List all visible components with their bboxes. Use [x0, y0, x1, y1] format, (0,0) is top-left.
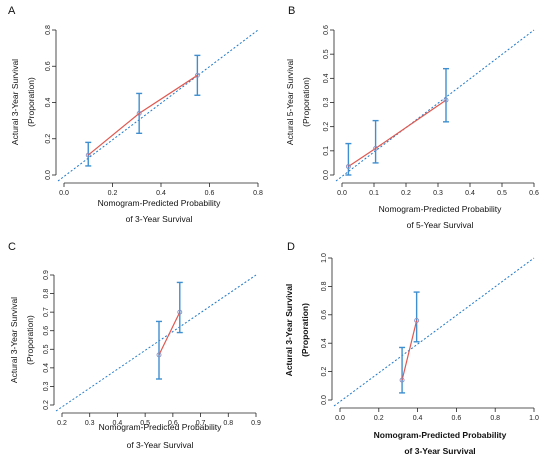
y-tick-label: 0.0	[323, 170, 330, 180]
x-axis-title: Nomogram-Predicted Probability	[99, 422, 223, 432]
y-tick-label: 0.6	[321, 310, 328, 320]
y-tick-label: 0.8	[43, 289, 50, 299]
x-tick-label: 1.0	[529, 415, 539, 422]
y-axis-title: Actural 3-Year Survival	[284, 284, 294, 377]
x-tick-label: 0.1	[369, 190, 379, 197]
data-point	[177, 309, 183, 315]
panel-d: D 0.0 0.2 0.4 0.6 0.8 1.0 0.0 0.2 0.4 0.6 0.8 1.0 Nom…	[284, 241, 539, 456]
y-axis-title: (Proporation)	[301, 77, 311, 127]
calibration-line	[401, 320, 418, 381]
ideal-calibration-line	[335, 29, 535, 182]
y-axis-title: Actural 3-Year Survival	[9, 297, 19, 383]
panel-letter: B	[288, 5, 295, 17]
x-tick-label: 0.6	[168, 420, 178, 427]
y-tick-label: 0.8	[321, 281, 328, 291]
y-tick-label: 0.9	[43, 270, 50, 280]
ideal-calibration-line	[57, 29, 259, 182]
x-tick-label: 0.0	[337, 190, 347, 197]
x-tick-label: 0.9	[251, 420, 261, 427]
y-tick-label: 1.0	[321, 253, 328, 263]
y-tick-label: 0.1	[323, 146, 330, 156]
data-point	[194, 72, 200, 78]
y-tick-label: 0.3	[43, 381, 50, 391]
x-axis-title: Nomogram-Predicted Probability	[374, 430, 507, 440]
x-axis-title: of 3-Year Survival	[127, 440, 194, 450]
ideal-calibration-line	[333, 257, 535, 407]
data-point	[156, 352, 162, 358]
x-tick-label: 0.2	[374, 415, 384, 422]
x-tick-label: 0.4	[413, 415, 423, 422]
y-tick-label: 0.6	[45, 61, 52, 71]
data-point	[414, 318, 420, 323]
y-tick-label: 0.2	[323, 122, 330, 132]
y-tick-label: 0.0	[321, 395, 328, 405]
x-tick-label: 0.8	[253, 190, 263, 197]
data-point	[373, 145, 379, 151]
y-tick-label: 0.4	[45, 98, 52, 108]
x-tick-label: 0.5	[497, 190, 507, 197]
y-axis-title: Actural 3-Year Survival	[10, 59, 20, 145]
x-tick-label: 0.5	[140, 420, 150, 427]
x-tick-label: 0.2	[108, 190, 118, 197]
panel-a: A 0.0 0.2 0.4 0.6 0.8 0.0 0.2 0.4 0.6 0.8 Nomogram-…	[8, 5, 263, 224]
y-tick-label: 0.4	[321, 338, 328, 348]
x-tick-label: 0.2	[57, 420, 67, 427]
x-tick-label: 0.4	[113, 420, 123, 427]
x-tick-label: 0.6	[452, 415, 462, 422]
data-point	[345, 164, 351, 169]
x-axis-title: of 3-Year Survival	[126, 214, 193, 224]
y-tick-label: 0.2	[43, 400, 50, 410]
x-tick-label: 0.8	[223, 420, 233, 427]
ideal-calibration-line	[55, 274, 257, 412]
y-axis-title: (Proporation)	[25, 315, 35, 365]
data-point	[85, 152, 91, 158]
y-tick-label: 0.8	[45, 25, 52, 35]
y-tick-label: 0.3	[323, 98, 330, 108]
x-tick-label: 0.4	[465, 190, 475, 197]
x-tick-label: 0.6	[529, 190, 539, 197]
panel-b: B 0.0 0.1 0.2 0.3 0.4 0.5 0.6 0.0 0.1 0.2 0.3 0.4 0.5…	[285, 5, 539, 230]
y-axis-title: (Proporation)	[300, 303, 310, 357]
x-axis-title: Nomogram-Predicted Probability	[98, 198, 222, 208]
data-point	[399, 377, 405, 383]
y-tick-label: 0.4	[43, 363, 50, 373]
y-tick-label: 0.2	[321, 367, 328, 377]
x-tick-label: 0.2	[401, 190, 411, 197]
calibration-line	[158, 311, 181, 356]
data-point	[443, 97, 449, 103]
y-tick-label: 0.0	[45, 170, 52, 180]
calibration-line	[348, 99, 447, 168]
x-tick-label: 0.3	[433, 190, 443, 197]
panel-letter: D	[287, 241, 295, 253]
calibration-line	[87, 74, 198, 156]
y-tick-label: 0.4	[323, 73, 330, 83]
panel-letter: C	[8, 241, 16, 253]
panel-letter: A	[8, 5, 16, 17]
y-axis-title: (Proporation)	[26, 77, 36, 127]
y-tick-label: 0.6	[43, 326, 50, 336]
x-tick-label: 0.7	[196, 420, 206, 427]
y-tick-label: 0.7	[43, 307, 50, 317]
x-tick-label: 0.3	[85, 420, 95, 427]
y-axis-title: Actural 5-Year Survival	[285, 59, 295, 145]
x-tick-label: 0.6	[205, 190, 215, 197]
y-tick-label: 0.5	[323, 49, 330, 59]
x-axis-title: of 3-Year Survival	[404, 446, 475, 456]
y-tick-label: 0.6	[323, 25, 330, 35]
x-axis-title: Nomogram-Predicted Probability	[379, 204, 503, 214]
y-tick-label: 0.5	[43, 344, 50, 354]
x-tick-label: 0.0	[335, 415, 345, 422]
panel-c: C 0.2 0.3 0.4 0.5 0.6 0.7 0.8 0.9 0.2 0.3 0.4 0.5 0.6…	[8, 241, 261, 450]
y-tick-label: 0.2	[45, 134, 52, 144]
data-point	[136, 110, 142, 116]
x-tick-label: 0.0	[59, 190, 69, 197]
x-axis-title: of 5-Year Survival	[407, 220, 474, 230]
x-tick-label: 0.4	[156, 190, 166, 197]
x-tick-label: 0.8	[490, 415, 500, 422]
